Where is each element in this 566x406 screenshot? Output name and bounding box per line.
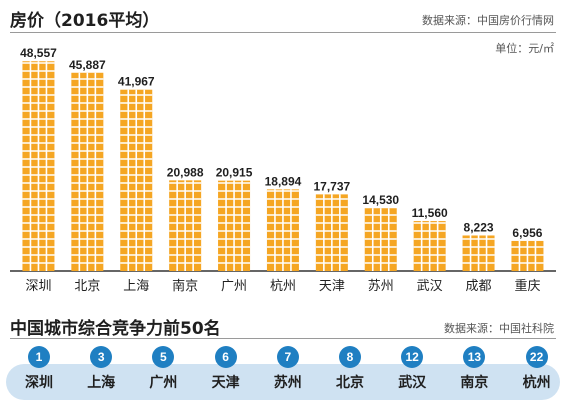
rank-number-badge: 7 [276,346,299,368]
rank-item-武汉: 12 武汉 [385,346,439,406]
value-label-南京: 20,988 [167,165,204,179]
rank-item-杭州: 22 杭州 [510,346,564,406]
rank-item-深圳: 1 深圳 [12,346,66,406]
price-unit-label: 单位：元/㎡ [495,42,554,55]
value-label-北京: 45,887 [69,58,106,72]
category-label-武汉: 武汉 [417,279,443,294]
rank-item-北京: 8 北京 [323,346,377,406]
ranking-title: 中国城市综合竞争力前50名 [10,319,221,339]
rank-number-badge: 6 [214,346,237,368]
value-label-广州: 20,915 [216,166,253,180]
price-bar-chart: 48,557 深圳 45,887 北京 41,967 上海 20,988 南京 20,915 广州… [10,46,556,294]
category-label-天津: 天津 [319,279,345,294]
rank-city-label: 天津 [211,375,240,391]
category-label-重庆: 重庆 [514,278,540,294]
rank-item-上海: 3 上海 [74,346,128,406]
bar-grid-重庆 [511,240,544,271]
value-label-成都: 8,223 [464,220,494,234]
value-label-武汉: 11,560 [412,206,448,220]
category-label-北京: 北京 [74,279,100,294]
rank-number-badge: 5 [152,346,175,368]
category-label-南京: 南京 [172,278,198,294]
rank-city-label: 南京 [460,375,489,391]
rank-item-天津: 6 天津 [199,346,253,406]
rank-city-label: 苏州 [273,375,302,391]
category-label-深圳: 深圳 [25,279,51,294]
ranking-band [6,364,560,400]
bar-grid-广州 [218,180,251,271]
bar-grid-成都 [462,235,495,271]
rank-item-南京: 13 南京 [447,346,501,406]
rank-number-badge: 13 [463,346,486,368]
rank-number-badge: 8 [339,346,361,368]
chart-title: 房价（2016平均） [10,11,160,31]
rank-city-label: 深圳 [25,375,53,391]
value-label-上海: 41,967 [118,75,155,89]
category-label-广州: 广州 [221,279,247,294]
rank-city-label: 武汉 [398,375,427,391]
rank-item-苏州: 7 苏州 [261,346,315,406]
bar-grid-苏州 [364,208,397,271]
category-label-杭州: 杭州 [270,279,296,294]
bar-grid-上海 [120,89,153,271]
rank-city-label: 广州 [149,375,178,391]
rank-city-label: 上海 [87,375,116,391]
rank-number-badge: 3 [90,346,113,368]
bar-grid-北京 [71,72,104,271]
ranking-data-source: 数据来源：中国社科院 [444,322,554,335]
title-divider [10,32,556,33]
price-data-source: 数据来源：中国房价行情网 [422,14,554,27]
value-label-深圳: 48,557 [20,46,57,60]
rank-number-badge: 22 [525,346,548,368]
rank-item-广州: 5 广州 [136,346,190,406]
value-label-杭州: 18,894 [265,174,302,188]
category-label-成都: 成都 [466,279,492,294]
rank-city-label: 杭州 [522,375,551,391]
bar-grid-深圳 [22,61,55,271]
value-label-重庆: 6,956 [512,226,542,240]
rank-number-badge: 1 [28,346,50,368]
bar-grid-武汉 [413,221,446,271]
bar-grid-南京 [169,180,202,271]
rank-city-label: 北京 [336,375,364,391]
bar-grid-杭州 [266,189,299,271]
value-label-天津: 17,737 [313,179,350,193]
bar-grid-天津 [315,194,348,271]
category-label-上海: 上海 [123,279,149,294]
ranking-divider [10,338,556,339]
value-label-苏州: 14,530 [362,193,399,207]
rank-number-badge: 12 [401,346,424,368]
category-label-苏州: 苏州 [368,278,394,294]
